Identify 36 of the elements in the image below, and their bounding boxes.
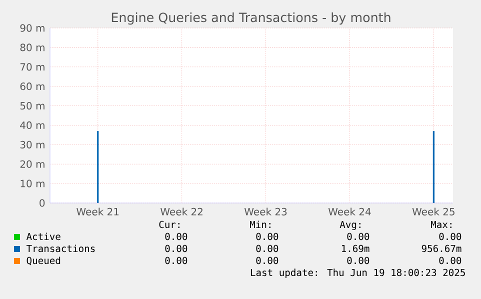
text: 1.69m [342,244,370,252]
y-tick-label: 60 m [20,82,44,90]
y-tick-label: 80 m [20,44,44,52]
y-tick-label: 0 [40,199,45,207]
text: 0.00 [256,244,278,252]
text: 0.00 [256,256,278,264]
x-tick-label: Week 25 [412,208,454,216]
chart-title: Engine Queries and Transactions - by month [112,12,390,25]
legend-label: Transactions [26,244,95,252]
text: 0.00 [439,232,462,240]
text: Cur: [159,220,180,228]
text: Avg: [340,220,360,230]
text: 0.00 [165,256,188,264]
x-tick-label: Week 23 [244,208,287,216]
text: Last update: Thu Jun 19 18:00:23 2025 [250,268,465,278]
text: 956.67m [422,244,462,252]
y-tick-label: 50 m [20,102,44,110]
text: 0.00 [347,232,370,240]
x-tick-label: Week 21 [76,208,119,216]
text: 0.00 [165,244,188,252]
text: Min: [250,220,270,228]
x-tick-label: Week 22 [160,208,202,216]
y-tick-label: 40 m [20,121,44,129]
text: 0.00 [439,256,462,264]
y-tick-label: 90 m [20,24,44,32]
text: 0.00 [165,232,188,240]
y-tick-label: 10 m [20,180,44,188]
text: Max: [431,220,452,228]
text: 0.00 [347,256,370,264]
legend-label: Queued [26,256,60,266]
y-tick-label: 20 m [20,160,44,168]
y-tick-label: 30 m [20,140,44,148]
text: 0.00 [256,232,278,240]
legend-label: Active [26,232,60,240]
x-tick-label: Week 24 [328,208,371,216]
y-tick-label: 70 m [20,63,44,71]
